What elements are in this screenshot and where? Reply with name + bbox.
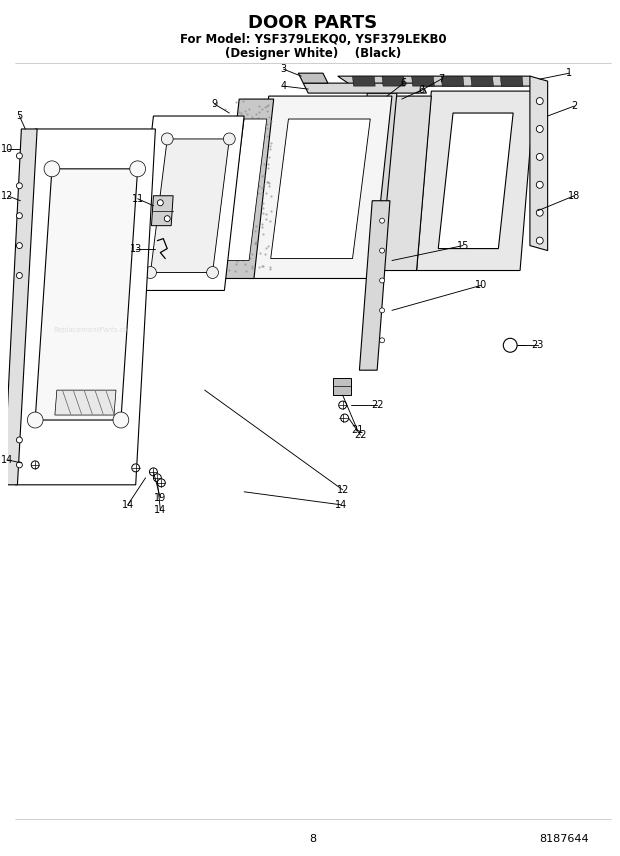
Text: 2: 2 [571, 101, 577, 111]
Text: 12: 12 [337, 484, 349, 495]
Text: 3: 3 [280, 64, 286, 74]
Polygon shape [417, 91, 535, 270]
Polygon shape [16, 129, 156, 484]
Text: 8: 8 [309, 834, 317, 844]
Polygon shape [249, 96, 392, 278]
Circle shape [206, 266, 218, 278]
Polygon shape [55, 390, 116, 415]
Circle shape [379, 308, 384, 313]
Circle shape [340, 414, 348, 422]
Circle shape [130, 161, 146, 177]
Circle shape [157, 199, 163, 205]
Circle shape [536, 153, 543, 160]
Text: 15: 15 [457, 241, 469, 251]
Text: 4: 4 [280, 81, 286, 91]
Text: 11: 11 [131, 193, 144, 204]
Text: 1: 1 [566, 68, 572, 78]
Polygon shape [226, 119, 267, 260]
Text: 7: 7 [438, 74, 445, 84]
Circle shape [503, 338, 517, 353]
Circle shape [536, 181, 543, 188]
Text: 22: 22 [371, 400, 383, 410]
Text: 5: 5 [16, 111, 22, 121]
Circle shape [157, 479, 166, 487]
Polygon shape [441, 76, 464, 86]
Text: 9: 9 [211, 99, 218, 109]
Text: DOOR PARTS: DOOR PARTS [249, 15, 378, 33]
Circle shape [223, 133, 235, 145]
Circle shape [31, 461, 39, 469]
Polygon shape [471, 76, 494, 86]
Circle shape [17, 212, 22, 218]
Circle shape [153, 474, 161, 482]
Circle shape [17, 272, 22, 278]
Circle shape [536, 98, 543, 104]
Polygon shape [382, 76, 405, 86]
Text: 6: 6 [401, 78, 407, 88]
Polygon shape [4, 129, 37, 484]
Polygon shape [360, 201, 390, 370]
Text: 10: 10 [474, 281, 487, 290]
Circle shape [379, 218, 384, 223]
Circle shape [536, 237, 543, 244]
Text: 6: 6 [418, 85, 425, 95]
Text: 14: 14 [154, 505, 166, 514]
Polygon shape [500, 76, 523, 86]
Circle shape [27, 412, 43, 428]
Text: 13: 13 [130, 244, 142, 253]
Circle shape [161, 133, 173, 145]
Polygon shape [412, 76, 435, 86]
Polygon shape [350, 93, 397, 272]
Polygon shape [333, 378, 350, 395]
Polygon shape [35, 169, 138, 420]
Circle shape [536, 209, 543, 217]
Polygon shape [374, 96, 432, 270]
Circle shape [113, 412, 129, 428]
Text: 19: 19 [154, 493, 166, 502]
Polygon shape [353, 76, 375, 86]
Polygon shape [151, 196, 173, 226]
Polygon shape [530, 76, 547, 251]
Circle shape [379, 248, 384, 253]
Text: 8187644: 8187644 [539, 834, 589, 844]
Circle shape [536, 126, 543, 133]
Text: 21: 21 [352, 425, 364, 435]
Text: 14: 14 [1, 455, 14, 465]
Polygon shape [151, 139, 229, 272]
Polygon shape [338, 76, 545, 86]
Text: 12: 12 [1, 191, 14, 201]
Text: 10: 10 [1, 144, 14, 154]
Circle shape [44, 161, 60, 177]
Circle shape [132, 464, 140, 472]
Text: 23: 23 [531, 341, 544, 350]
Text: ReplacementParts.co: ReplacementParts.co [54, 327, 128, 333]
Polygon shape [438, 113, 513, 248]
Polygon shape [303, 83, 427, 93]
Circle shape [144, 266, 156, 278]
Circle shape [379, 278, 384, 283]
Circle shape [339, 401, 347, 409]
Circle shape [17, 183, 22, 189]
Circle shape [17, 437, 22, 443]
Text: 14: 14 [335, 500, 347, 510]
Polygon shape [271, 119, 370, 259]
Text: 18: 18 [568, 191, 580, 201]
Circle shape [149, 468, 157, 476]
Polygon shape [134, 116, 244, 290]
Circle shape [17, 462, 22, 468]
Circle shape [17, 242, 22, 248]
Circle shape [164, 216, 171, 222]
Polygon shape [219, 99, 273, 278]
Circle shape [379, 338, 384, 342]
Polygon shape [298, 73, 328, 83]
Text: (Designer White)    (Black): (Designer White) (Black) [225, 47, 401, 60]
Text: 22: 22 [354, 430, 366, 440]
Circle shape [17, 153, 22, 159]
Text: 14: 14 [122, 500, 134, 510]
Text: For Model: YSF379LEKQ0, YSF379LEKB0: For Model: YSF379LEKQ0, YSF379LEKB0 [180, 33, 446, 45]
